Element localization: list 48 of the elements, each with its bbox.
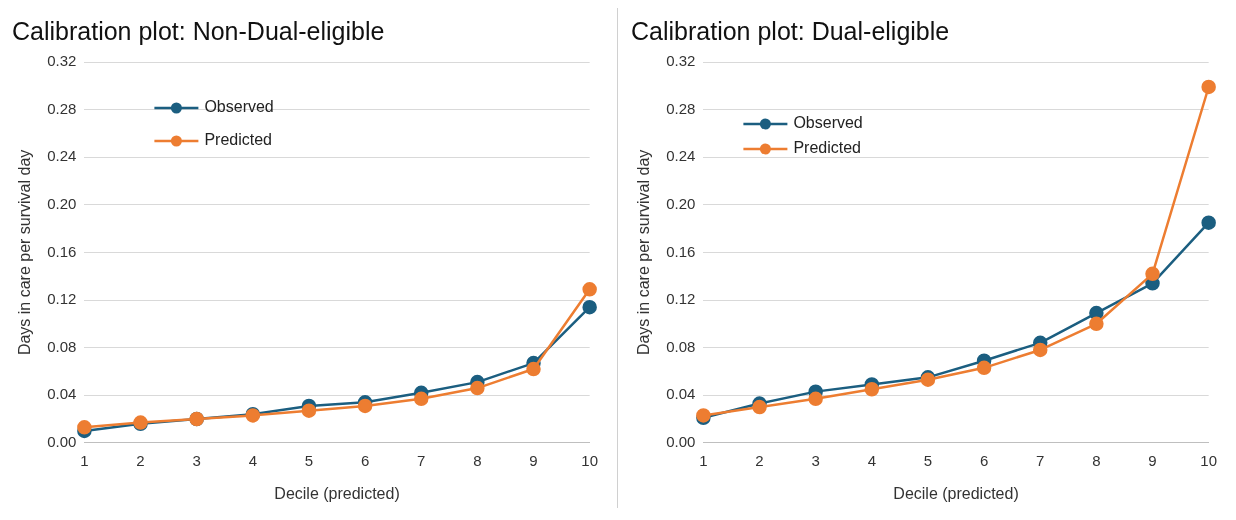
x-tick-label: 5 <box>923 451 933 469</box>
y-tick-label: 0.20 <box>47 194 77 212</box>
x-tick-label: 10 <box>1200 451 1217 469</box>
y-tick-label: 0.28 <box>47 99 77 117</box>
y-tick-label: 0.32 <box>47 52 77 70</box>
y-tick-label: 0.12 <box>666 290 696 308</box>
y-axis-title: Days in care per survival day <box>16 149 34 356</box>
y-tick-label: 0.08 <box>666 337 696 355</box>
x-tick-label: 9 <box>529 451 538 469</box>
y-tick-label: 0.08 <box>47 337 77 355</box>
y-axis-title: Days in care per survival day <box>635 149 653 356</box>
x-tick-label: 6 <box>979 451 989 469</box>
x-axis-title: Decile (predicted) <box>274 484 400 502</box>
legend-label: Observed <box>204 98 274 116</box>
x-tick-label: 2 <box>136 451 145 469</box>
legend-label: Predicted <box>204 131 272 149</box>
y-tick-label: 0.00 <box>666 432 696 450</box>
y-tick-label: 0.24 <box>666 147 696 165</box>
x-tick-label: 1 <box>699 451 708 469</box>
x-tick-label: 5 <box>304 451 314 469</box>
x-tick-label: 1 <box>80 451 89 469</box>
x-tick-label: 7 <box>417 451 426 469</box>
x-tick-label: 3 <box>811 451 820 469</box>
y-tick-label: 0.16 <box>666 242 696 260</box>
chart-title: Calibration plot: Non-Dual-eligible <box>12 16 385 45</box>
legend-label: Predicted <box>793 139 861 157</box>
y-tick-label: 0.04 <box>666 385 696 403</box>
y-tick-label: 0.20 <box>666 194 696 212</box>
x-tick-label: 7 <box>1036 451 1045 469</box>
y-tick-label: 0.24 <box>47 147 77 165</box>
y-tick-label: 0.12 <box>47 290 77 308</box>
x-tick-label: 9 <box>1148 451 1157 469</box>
x-tick-label: 10 <box>581 451 598 469</box>
x-tick-label: 3 <box>192 451 201 469</box>
x-tick-label: 4 <box>867 451 876 469</box>
y-tick-label: 0.32 <box>666 52 696 70</box>
x-tick-label: 6 <box>360 451 370 469</box>
chart-title: Calibration plot: Dual-eligible <box>631 16 950 45</box>
legend-label: Observed <box>793 114 863 132</box>
y-tick-label: 0.04 <box>47 385 77 403</box>
x-tick-label: 4 <box>248 451 257 469</box>
x-tick-label: 2 <box>755 451 764 469</box>
x-tick-label: 8 <box>473 451 482 469</box>
x-axis-title: Decile (predicted) <box>893 484 1019 502</box>
y-tick-label: 0.28 <box>666 99 696 117</box>
y-tick-label: 0.16 <box>47 242 77 260</box>
y-tick-label: 0.00 <box>47 432 77 450</box>
x-tick-label: 8 <box>1092 451 1101 469</box>
